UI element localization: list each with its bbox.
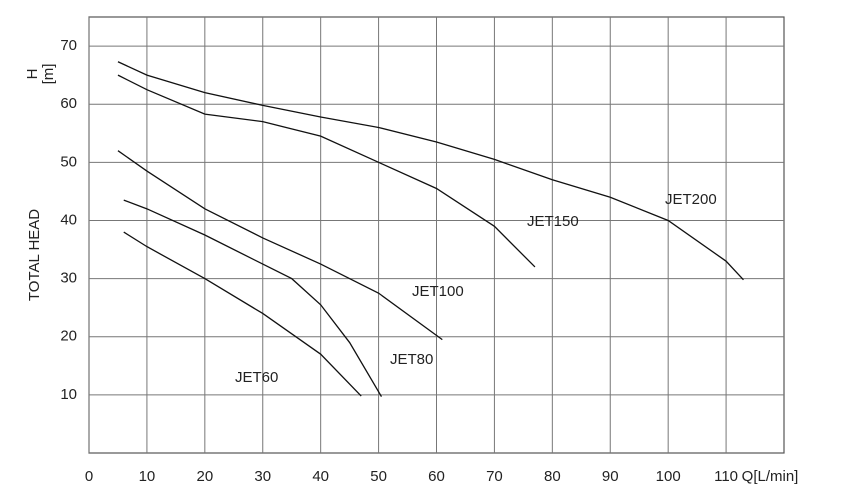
y-tick-label: 10 — [60, 386, 77, 403]
x-tick-label: 100 — [656, 468, 681, 485]
x-tick-label: 60 — [428, 468, 445, 485]
curve — [117, 61, 744, 281]
x-tick-label: 80 — [544, 468, 561, 485]
y-tick-label: 30 — [60, 270, 77, 287]
curve — [117, 150, 443, 341]
series-label: JET150 — [527, 213, 579, 230]
y-tick-label: 60 — [60, 95, 77, 112]
y-axis-label: TOTAL HEAD — [26, 209, 43, 301]
y-tick-label: 70 — [60, 37, 77, 54]
x-tick-label: 90 — [602, 468, 619, 485]
x-tick-label: 30 — [254, 468, 271, 485]
series-label: JET80 — [390, 351, 433, 368]
y-tick-label: 40 — [60, 211, 77, 228]
x-tick-label: 50 — [370, 468, 387, 485]
series-label: JET200 — [665, 191, 717, 208]
curve — [117, 74, 536, 268]
y-unit: [m] — [40, 64, 57, 85]
series-label: JET60 — [235, 369, 278, 386]
x-axis-label: Q[L/min] — [742, 468, 799, 485]
series-label: JET100 — [412, 283, 464, 300]
x-tick-label: 70 — [486, 468, 503, 485]
x-tick-label: 40 — [312, 468, 329, 485]
x-tick-label: 20 — [196, 468, 213, 485]
curve — [123, 199, 383, 397]
curve — [123, 231, 362, 397]
y-tick-label: 50 — [60, 153, 77, 170]
y-symbol: H — [24, 69, 41, 80]
x-tick-label: 110 — [714, 468, 738, 485]
x-tick-label: 10 — [139, 468, 156, 485]
x-tick-label: 0 — [85, 468, 93, 485]
y-tick-label: 20 — [60, 328, 77, 345]
